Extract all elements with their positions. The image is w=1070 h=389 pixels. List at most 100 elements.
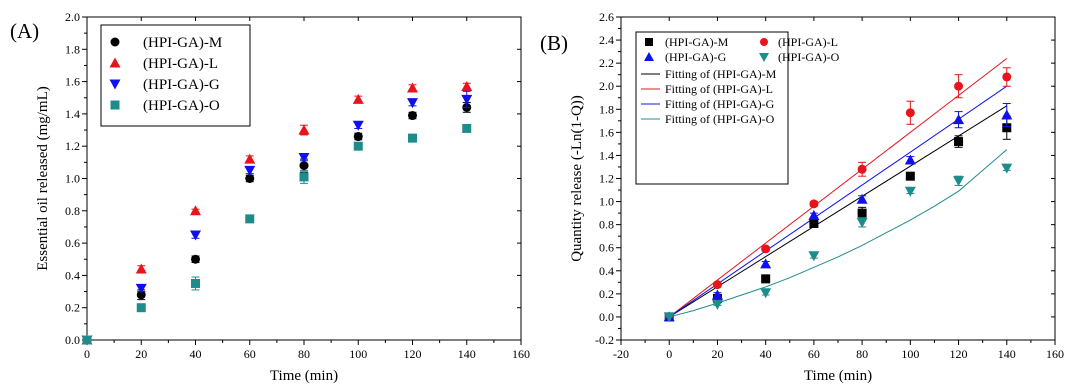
x-tick-label: 120: [950, 347, 968, 361]
data-point-G: [856, 193, 868, 204]
y-tick-label: 2.6: [599, 10, 614, 24]
y-tick-label: -0.2: [595, 333, 614, 347]
y-tick-label: 0.2: [599, 287, 614, 301]
data-point-L: [135, 263, 147, 274]
y-tick-label: 1.6: [65, 75, 80, 89]
fit-line-M: [668, 105, 1008, 318]
data-point-L: [461, 80, 473, 91]
data-point-G: [190, 230, 201, 241]
data-point-M: [299, 161, 309, 171]
legend-fit-label: Fitting of (HPI-GA)-O: [665, 112, 775, 126]
data-point-O: [136, 303, 146, 313]
panel-b-chart: (B) -20 0 20 40 60 80 100 120 140 160 -0.2 0.0 0.2 0.4…: [540, 10, 1064, 384]
y-tick-label: 1.8: [65, 42, 80, 56]
data-point-L: [905, 108, 915, 118]
y-tick-label: 0.0: [65, 333, 80, 347]
y-tick-label: 0.8: [599, 218, 614, 232]
data-point-G: [711, 289, 723, 300]
legend-symbol-M: [645, 38, 653, 46]
legend-label: (HPI-GA)-G: [665, 50, 727, 64]
x-axis-title: Time (min): [804, 368, 872, 384]
y-tick-label: 2.0: [599, 79, 614, 93]
data-point-O: [82, 335, 92, 345]
y-tick-label: 1.0: [65, 172, 80, 186]
x-tick-label: 0: [84, 347, 90, 361]
data-point-G: [298, 153, 310, 164]
data-point-O: [760, 288, 772, 299]
legend-label: (HPI-GA)-M: [143, 35, 222, 51]
data-point-M: [245, 174, 255, 183]
data-point-O: [856, 217, 868, 228]
data-point-G: [760, 258, 772, 269]
x-tick-label: -20: [613, 347, 629, 361]
data-point-G: [904, 154, 916, 165]
x-axis-title: Time (min): [270, 368, 338, 384]
y-tick-label: 0.0: [599, 310, 614, 324]
x-tick-label: 100: [349, 347, 367, 361]
data-point-M: [191, 254, 200, 264]
x-tick-label: 20: [711, 347, 723, 361]
data-point-G: [953, 114, 965, 125]
fit-line-L: [668, 58, 1008, 318]
data-point-G: [461, 94, 473, 105]
legend-label: (HPI-GA)-L: [143, 56, 218, 72]
y-tick-label: 0.6: [65, 236, 80, 250]
x-tick-label: 80: [856, 347, 868, 361]
y-tick-label: 1.2: [599, 172, 614, 186]
data-point-O: [408, 133, 417, 143]
data-point-M: [353, 132, 363, 142]
data-point-O: [191, 278, 200, 288]
data-point-M: [905, 171, 915, 181]
data-point-O: [1001, 163, 1013, 174]
y-tick-label: 1.6: [599, 125, 614, 139]
data-point-G: [244, 165, 256, 176]
y-tick-label: 1.2: [65, 139, 80, 153]
x-tick-label: 60: [808, 347, 820, 361]
data-point-O: [711, 299, 723, 310]
y-tick-label: 0.4: [599, 264, 614, 278]
data-point-L: [809, 199, 819, 209]
data-point-L: [352, 93, 364, 104]
x-tick-label: 60: [244, 347, 256, 361]
y-tick-label: 0.6: [599, 241, 614, 255]
x-tick-label: 140: [998, 347, 1016, 361]
y-axis-title: Quantity release (-Ln(1-Q)): [569, 95, 585, 262]
panel-a-chart: (A) 0 20 40 60 80 100 120 140 160 0.0 0.2 0.4 0.6 0.8 1…: [10, 10, 530, 384]
legend-label: (HPI-GA)-G: [143, 77, 220, 93]
data-point-O: [904, 186, 916, 197]
y-tick-label: 0.4: [65, 268, 80, 282]
fit-line-O: [669, 149, 1008, 318]
data-point-M: [136, 290, 146, 300]
legend-symbol-M: [110, 37, 120, 47]
data-point-O: [808, 251, 820, 262]
data-point-M: [1002, 123, 1012, 133]
data-point-O: [299, 172, 309, 182]
data-point-L: [761, 244, 771, 254]
x-tick-label: 100: [901, 347, 919, 361]
legend-symbol-O: [110, 100, 120, 110]
data-point-G: [135, 283, 147, 294]
data-point-G: [1001, 109, 1013, 120]
data-point-L: [190, 205, 201, 216]
x-tick-label: 120: [404, 347, 422, 361]
data-point-O: [245, 214, 255, 224]
data-point-M: [954, 137, 964, 147]
data-point-G: [352, 120, 364, 131]
x-tick-label: 40: [190, 347, 202, 361]
data-point-L: [1002, 72, 1012, 82]
y-tick-label: 1.4: [599, 148, 614, 162]
legend-symbol-L: [109, 57, 121, 68]
y-tick-label: 2.0: [65, 10, 80, 24]
y-axis-title: Essential oil released (mg/mL): [35, 86, 51, 271]
data-point-O: [353, 141, 363, 151]
x-tick-label: 80: [298, 347, 310, 361]
legend-label: (HPI-GA)-L: [778, 35, 838, 49]
legend-symbol-G: [644, 52, 654, 61]
data-point-L: [244, 153, 256, 164]
data-point-L: [407, 82, 418, 93]
legend-label: (HPI-GA)-O: [143, 98, 220, 114]
data-point-O: [663, 312, 675, 323]
y-tick-label: 0.8: [65, 204, 80, 218]
legend-symbol-G: [109, 79, 121, 90]
